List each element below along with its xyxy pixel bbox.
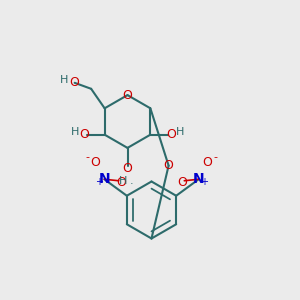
- Text: O: O: [70, 76, 80, 89]
- Text: O: O: [177, 176, 187, 189]
- Text: N: N: [98, 172, 110, 186]
- Text: O: O: [90, 156, 100, 169]
- Text: +: +: [200, 177, 208, 187]
- Text: O: O: [116, 176, 126, 189]
- Text: H: H: [176, 127, 184, 137]
- Text: H: H: [70, 127, 79, 137]
- Text: O: O: [123, 88, 132, 102]
- Text: -: -: [85, 152, 89, 162]
- Text: O: O: [164, 159, 173, 172]
- Text: H: H: [119, 176, 127, 186]
- Text: -: -: [214, 152, 218, 162]
- Text: H: H: [60, 75, 68, 85]
- Text: O: O: [79, 128, 89, 141]
- Text: O: O: [123, 162, 132, 176]
- Text: O: O: [203, 156, 213, 169]
- Text: O: O: [166, 128, 176, 141]
- Text: N: N: [193, 172, 205, 186]
- Text: .: .: [129, 176, 133, 186]
- Text: +: +: [95, 177, 103, 187]
